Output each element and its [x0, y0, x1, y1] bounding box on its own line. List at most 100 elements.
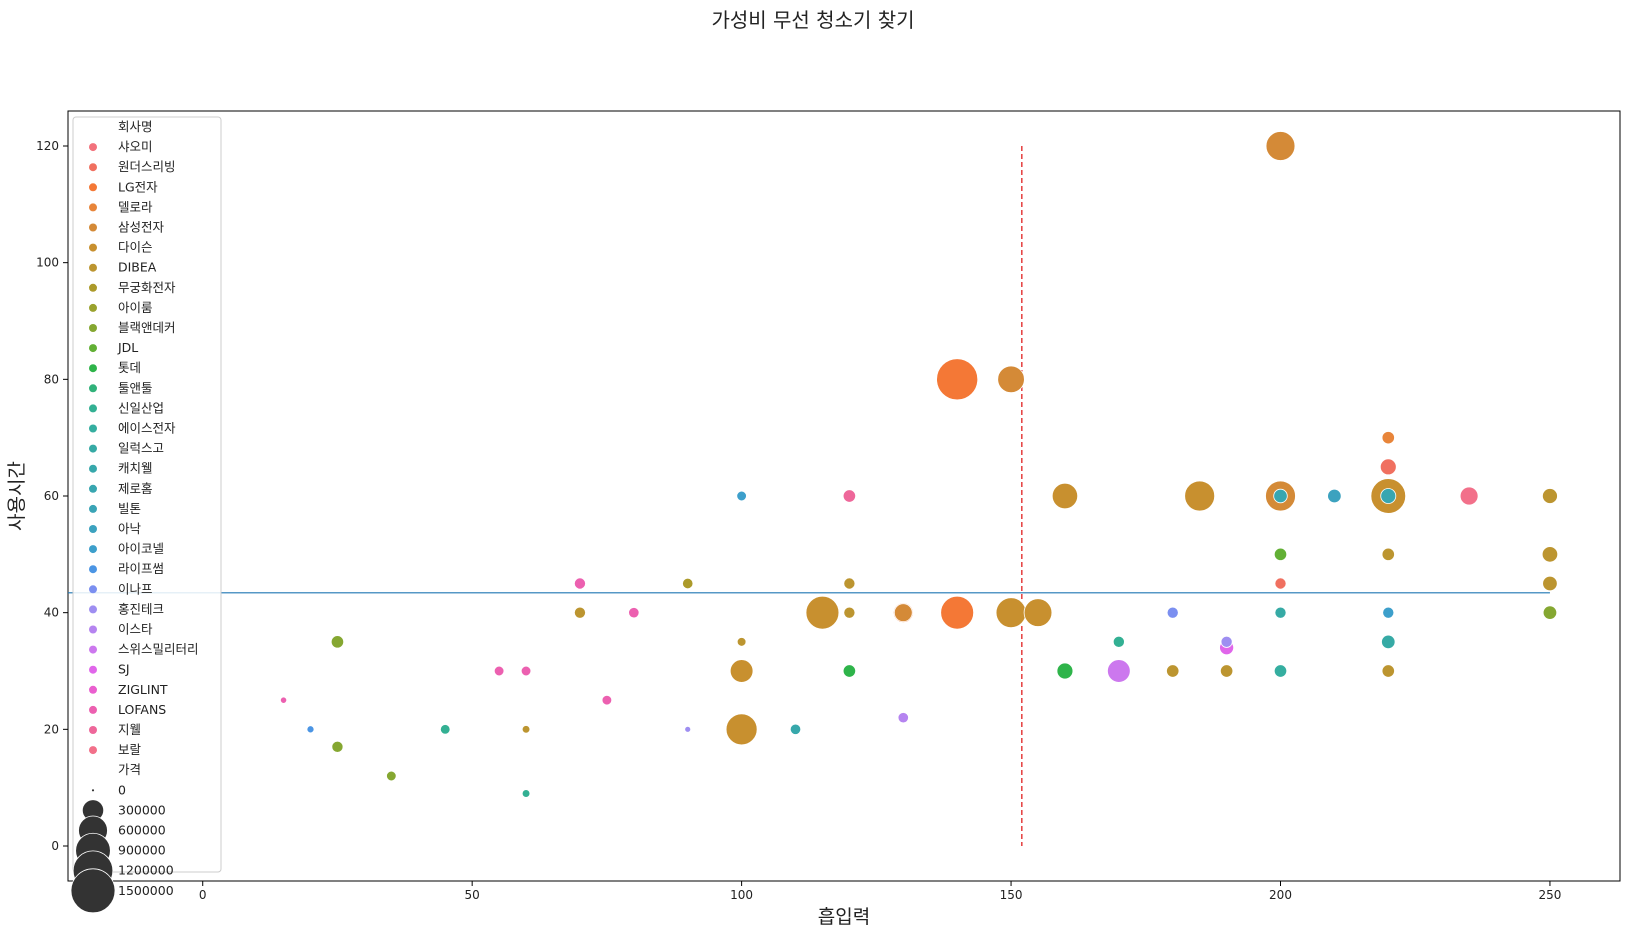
y-tick-label: 60	[44, 489, 59, 503]
legend-label: 홍진테크	[118, 601, 164, 616]
legend-label: 툴앤툴	[118, 380, 153, 395]
scatter-point	[684, 725, 692, 733]
x-tick-label: 100	[730, 888, 753, 902]
y-axis-label: 사용시간	[6, 461, 28, 531]
legend-marker	[89, 163, 97, 172]
scatter-point	[1219, 664, 1234, 678]
legend-marker	[89, 424, 97, 433]
legend-marker	[89, 504, 97, 513]
legend-marker	[89, 625, 97, 634]
legend-label: 캐치웰	[118, 461, 153, 476]
scatter-point	[1273, 547, 1288, 561]
scatter-point	[842, 489, 857, 503]
scatter-point	[1542, 575, 1558, 592]
x-tick-label: 150	[1000, 888, 1023, 902]
legend-marker	[89, 364, 97, 373]
legend-label: JDL	[117, 340, 138, 355]
scatter-point	[521, 789, 531, 798]
legend-label: 보랄	[118, 742, 142, 757]
legend-label: 라이프썸	[118, 561, 164, 576]
scatter-point	[1051, 482, 1079, 510]
scatter-point	[1381, 664, 1395, 678]
legend-label: 신일산업	[118, 400, 164, 415]
legend-label: 샤오미	[118, 139, 153, 154]
scatter-point	[1542, 488, 1558, 504]
legend-label: 아이코넬	[118, 541, 164, 556]
scatter-point	[1184, 480, 1216, 512]
scatter-point	[736, 490, 747, 502]
axis-ticks: 0 50 100 150 200 250 0 20 40 60 80 100 120	[36, 139, 1561, 902]
scatter-point	[1459, 486, 1479, 506]
legend-label: 일럭스고	[118, 441, 164, 456]
legend-marker	[89, 484, 97, 493]
scatter-point	[601, 694, 613, 706]
legend-size-title: 가격	[118, 762, 141, 777]
scatter-point	[386, 770, 397, 782]
scatter-point	[1220, 635, 1233, 648]
scatter-point	[842, 664, 857, 678]
legend-marker	[89, 263, 97, 272]
legend-marker	[89, 183, 97, 192]
legend-label: 톳데	[118, 360, 141, 375]
y-tick-label: 120	[36, 139, 59, 153]
legend-label: 델로라	[118, 199, 153, 214]
scatter-point	[1327, 488, 1342, 504]
legend-label: 다이슨	[118, 240, 153, 255]
y-tick-label: 80	[44, 372, 59, 386]
scatter-point	[306, 725, 315, 734]
scatter-point	[682, 577, 694, 590]
scatter-point	[1107, 659, 1131, 683]
legend-marker	[89, 605, 97, 614]
legend-marker	[89, 223, 97, 232]
scatter-point	[1274, 577, 1287, 590]
legend-marker	[89, 444, 97, 453]
legend-marker	[89, 384, 97, 393]
legend-size-label: 1500000	[118, 883, 174, 898]
scatter-point	[573, 577, 586, 590]
legend-label: 원더스리빙	[118, 159, 176, 174]
scatter-point	[843, 606, 856, 619]
scatter-point	[1112, 635, 1125, 648]
legend-marker	[89, 645, 97, 654]
scatter-point	[331, 740, 344, 753]
legend-size-label: 300000	[118, 802, 166, 817]
scatter-point	[628, 607, 640, 619]
scatter-point	[789, 723, 802, 735]
y-tick-label: 20	[44, 722, 59, 736]
scatter-point	[1541, 546, 1559, 563]
x-axis-label: 흡입력	[818, 906, 870, 928]
legend-marker	[89, 705, 97, 714]
scatter-point	[1379, 458, 1397, 476]
y-tick-label: 0	[51, 839, 59, 853]
legend-label: 이스타	[118, 622, 153, 637]
legend-label: DIBEA	[118, 260, 157, 275]
legend-marker	[89, 525, 97, 533]
scatter-point	[439, 724, 451, 735]
scatter-point	[936, 358, 979, 401]
legend-size-label: 0	[118, 782, 126, 797]
legend-label: 아이룸	[118, 300, 153, 315]
legend-size-label: 1200000	[118, 863, 174, 878]
x-tick-label: 200	[1269, 888, 1292, 902]
legend-box	[72, 116, 222, 873]
scatter-point	[1273, 664, 1288, 678]
legend-label: 아낙	[118, 521, 142, 536]
scatter-point	[805, 595, 840, 630]
legend-label: 빌톤	[118, 501, 141, 516]
x-tick-label: 50	[465, 888, 480, 902]
legend-label: ZIGLINT	[118, 682, 168, 697]
legend-label: 제로홈	[118, 481, 153, 496]
legend-marker	[89, 143, 97, 152]
legend-size-label: 600000	[118, 823, 166, 838]
legend-size-marker	[91, 788, 95, 793]
scatter-point	[1381, 547, 1395, 561]
legend-marker	[89, 283, 97, 292]
scatter-point	[279, 696, 288, 704]
scatter-point	[725, 713, 758, 746]
legend-size-label: 900000	[118, 843, 166, 858]
scatter-point	[1382, 606, 1395, 619]
scatter-points	[279, 131, 1559, 798]
reference-lines	[68, 146, 1550, 846]
scatter-point	[1381, 634, 1396, 650]
